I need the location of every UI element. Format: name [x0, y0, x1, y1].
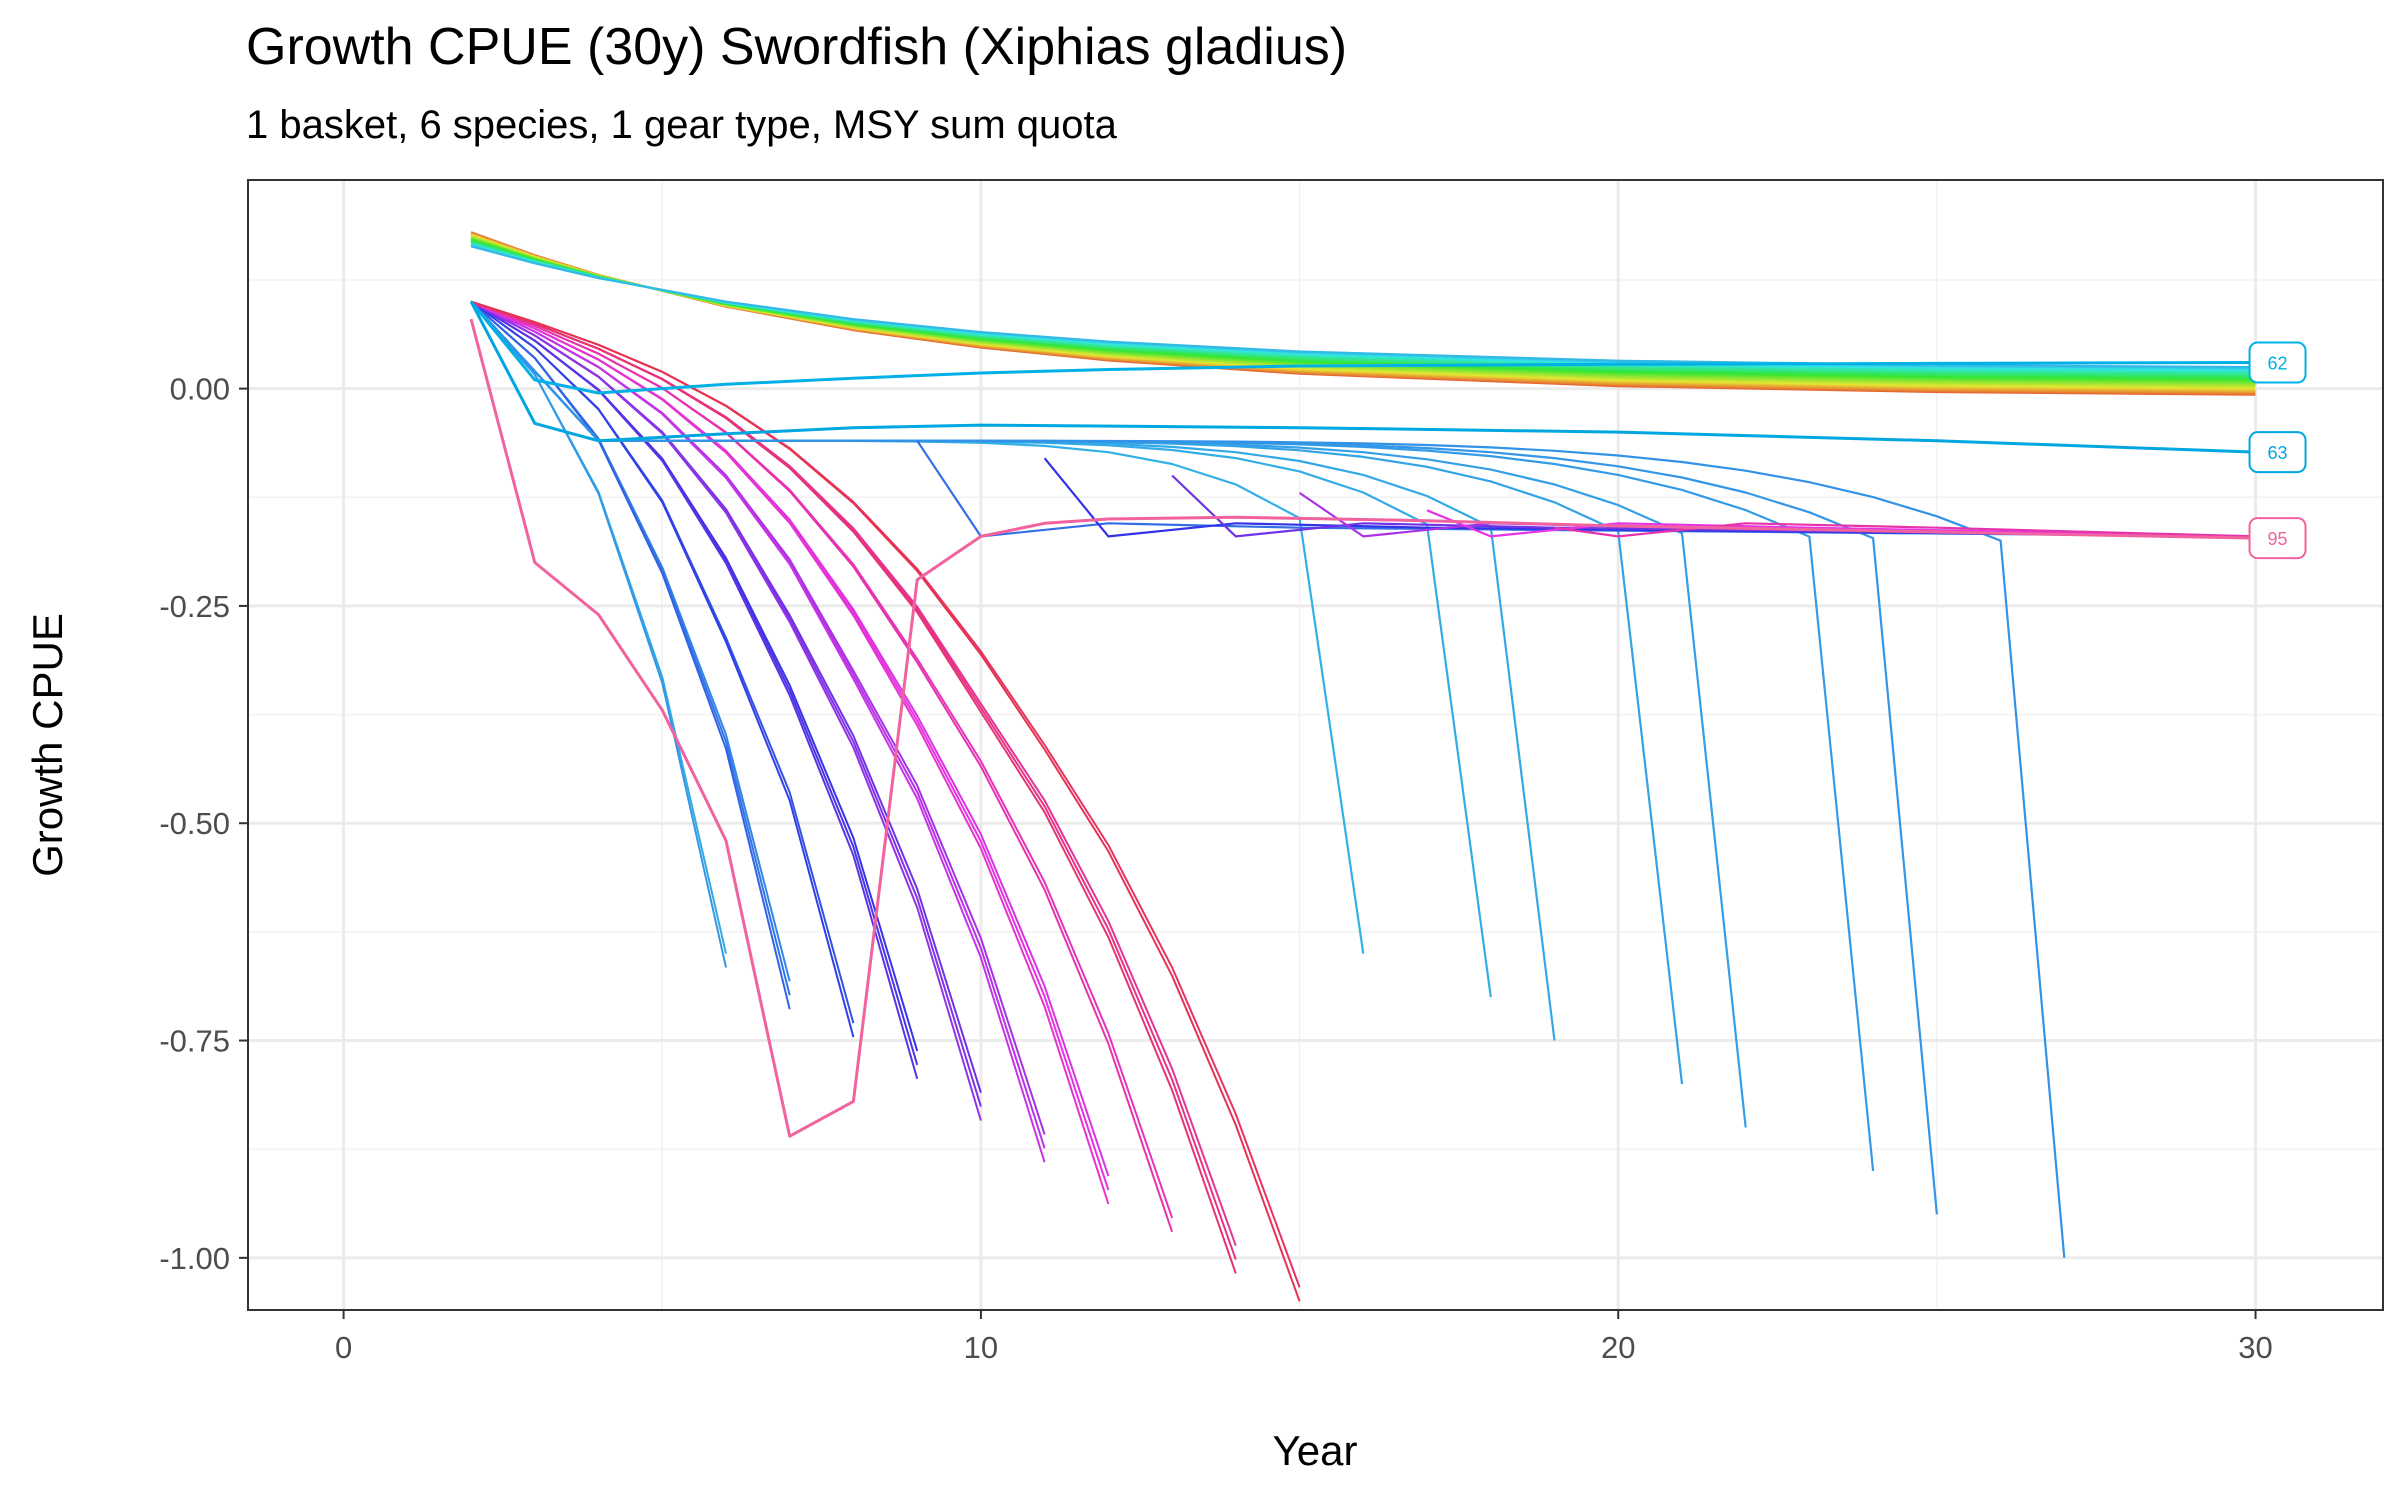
end-label: 63	[2268, 443, 2288, 463]
series-line	[470, 300, 2066, 1258]
y-tick-label: -0.25	[159, 589, 230, 624]
series-line	[470, 300, 855, 1038]
x-axis-title: Year	[1273, 1427, 1358, 1474]
series-line	[470, 300, 1110, 1205]
y-axis-title: Growth CPUE	[24, 613, 71, 877]
end-label-box	[2248, 341, 2307, 384]
series-line	[470, 245, 2256, 368]
x-tick-label: 30	[2238, 1330, 2272, 1365]
chart-subtitle: 1 basket, 6 species, 1 gear type, MSY su…	[246, 103, 1118, 147]
data-lines	[469, 231, 2256, 1302]
series-line	[469, 318, 2256, 1138]
series-line	[470, 300, 791, 1010]
series-line	[469, 300, 2256, 395]
y-tick-label: 0.00	[170, 372, 230, 407]
series-line	[470, 300, 1046, 1163]
y-tick-label: -0.75	[159, 1024, 230, 1059]
y-tick-label: -0.50	[159, 806, 230, 841]
series-line	[470, 300, 982, 1121]
series-line	[1426, 509, 2256, 538]
series-line	[470, 300, 1301, 1302]
end-label-box	[2248, 431, 2307, 474]
series-line	[1554, 522, 2256, 538]
plot-border	[247, 179, 2384, 1311]
series-line	[470, 300, 919, 1080]
chart-title: Growth CPUE (30y) Swordfish (Xiphias gla…	[246, 18, 1347, 76]
series-line	[470, 300, 1174, 1233]
x-tick-label: 0	[335, 1330, 352, 1365]
x-tick-label: 10	[964, 1330, 998, 1365]
end-labels: 62 63 95	[2248, 341, 2307, 560]
series-line	[470, 300, 1237, 1274]
y-tick-label: -1.00	[159, 1241, 230, 1276]
x-tick-label: 20	[1601, 1330, 1635, 1365]
end-label-box	[2248, 517, 2307, 560]
axes: 0 10 20 30 -1.00 -0.75 -0.50 -0.25 0.00	[159, 372, 2272, 1365]
end-label: 62	[2268, 354, 2288, 374]
end-label: 95	[2268, 529, 2288, 549]
series-line	[469, 301, 2256, 454]
series-line	[470, 301, 727, 968]
